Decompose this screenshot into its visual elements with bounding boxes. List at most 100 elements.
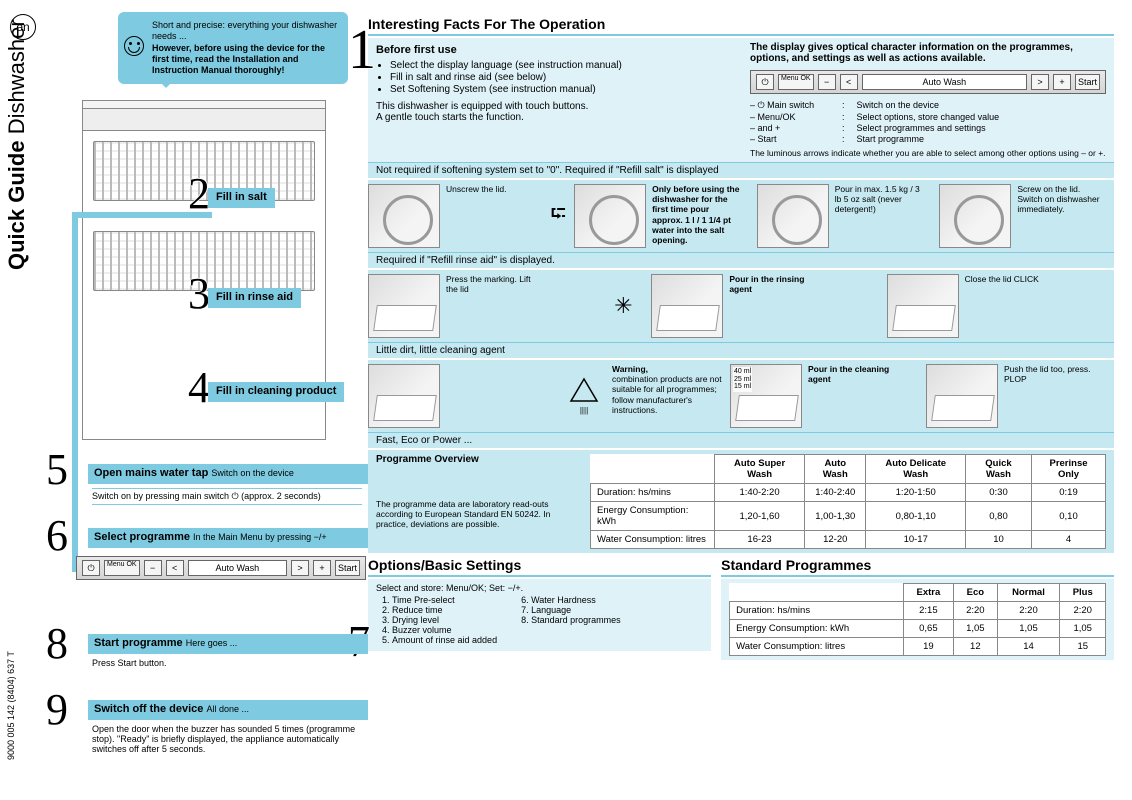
opt-title: Options/Basic Settings — [368, 557, 711, 577]
step-8-num: 8 — [46, 618, 68, 669]
step-6-num: 6 — [46, 510, 68, 561]
plus-button[interactable]: + — [1053, 74, 1071, 90]
std-title: Standard Programmes — [721, 557, 1114, 577]
thumb-unscrew — [368, 184, 440, 248]
menu-button[interactable]: Menu OK — [778, 74, 814, 90]
step-1-num: 1 — [348, 18, 376, 82]
step4-head: Little dirt, little cleaning agent — [368, 342, 1114, 358]
thumb-water — [574, 184, 646, 248]
cap: Only before using the dishwasher for the… — [652, 184, 742, 245]
minus-button[interactable]: − — [818, 74, 836, 90]
cap: Unscrew the lid. — [446, 184, 536, 194]
bullet: Select the display language (see instruc… — [390, 60, 732, 71]
prev-button[interactable]: < — [840, 74, 858, 90]
cap: Pour in max. 1.5 kg / 3 lb 5 oz salt (ne… — [835, 184, 925, 215]
display-intro: The display gives optical character info… — [750, 42, 1073, 64]
step-4-num: 4 — [188, 362, 210, 413]
thumb-close — [887, 274, 959, 338]
step-5-bar: Open mains water tap Switch on the devic… — [88, 464, 368, 484]
step-5-note: Switch on by pressing main switch ⏻ (app… — [92, 488, 362, 505]
col-head: Auto Super Wash — [715, 455, 805, 484]
display-text: Auto Wash — [188, 560, 287, 576]
step-9-num: 9 — [46, 684, 68, 735]
tip-bubble: Short and precise: everything your dishw… — [118, 12, 348, 84]
prev-button[interactable]: < — [166, 560, 184, 576]
step6-head: Fast, Eco or Power ... — [368, 432, 1114, 448]
bullet: Set Softening System (see instruction ma… — [390, 84, 732, 95]
step-3-label: Fill in rinse aid — [208, 288, 301, 308]
display-text: Auto Wash — [862, 74, 1027, 90]
step3-head: Required if "Refill rinse aid" is displa… — [368, 252, 1114, 268]
doc-code: 9000 005 142 (8404) 637 T — [6, 651, 16, 760]
opt-list-b: Water HardnessLanguageStandard programme… — [531, 595, 621, 645]
sparkle-icon: ✳ — [603, 293, 643, 319]
step-4-label: Fill in cleaning product — [208, 382, 344, 402]
sec1-title: Interesting Facts For The Operation — [368, 16, 1114, 36]
bullet: Fill in salt and rinse aid (see below) — [390, 72, 732, 83]
col-head: Auto Wash — [805, 455, 866, 484]
col-head: Quick Wash — [965, 455, 1031, 484]
thumb-measure: 40 ml 25 ml 15 ml — [730, 364, 802, 428]
sec1-bullets: Select the display language (see instruc… — [376, 60, 732, 95]
start-button[interactable]: Start — [1075, 74, 1100, 90]
cap: Push the lid too, press. PLOP — [1004, 364, 1094, 384]
cap: Screw on the lid. Switch on dishwasher i… — [1017, 184, 1107, 215]
step3-row: Press the marking. Lift the lid ✳ Pour i… — [368, 270, 1114, 342]
thumb-pour — [651, 274, 723, 338]
cap: Close the lid CLICK — [965, 274, 1055, 284]
step-3-num: 3 — [188, 268, 210, 319]
step-8-bar: Start programme Here goes ... — [88, 634, 368, 654]
minus-button[interactable]: − — [144, 560, 162, 576]
step-9-note: Open the door when the buzzer has sounde… — [92, 724, 362, 754]
control-strip-top: ⏻ Menu OK − < Auto Wash > + Start — [750, 70, 1106, 94]
page-root: en Quick Guide Dishwasher 9000 005 142 (… — [0, 0, 1132, 800]
thumb-screw — [939, 184, 1011, 248]
left-column: Short and precise: everything your dishw… — [28, 12, 362, 788]
step7-row: Options/Basic Settings Select and store:… — [368, 557, 1114, 660]
prog-overview: Programme Overview — [376, 454, 479, 465]
col-head: Auto Delicate Wash — [866, 455, 966, 484]
cap: Pour in the cleaning agent — [808, 364, 898, 384]
opt-sub: Select and store: Menu/OK; Set: −/+. — [376, 583, 703, 593]
power-button[interactable]: ⏻ — [756, 74, 774, 90]
legend: – ⏻ Main switch: Switch on the device – … — [750, 100, 1106, 144]
power-button[interactable]: ⏻ — [82, 560, 100, 576]
prog-disclaimer: The programme data are laboratory read-o… — [376, 499, 576, 529]
menu-button[interactable]: Menu OK — [104, 560, 140, 576]
step2-row: Unscrew the lid. ⮓ Only before using the… — [368, 180, 1114, 252]
step-6-bar: Select programme In the Main Menu by pre… — [88, 528, 368, 548]
sec1-sub: Before first use — [376, 44, 732, 56]
cap: Press the marking. Lift the lid — [446, 274, 536, 294]
thumb-salt — [757, 184, 829, 248]
arrow-icon: ⮓ — [551, 199, 566, 233]
step-9-bar: Switch off the device All done ... — [88, 700, 368, 720]
step-2-num: 2 — [188, 168, 210, 219]
tip-line2: However, before using the device for the… — [152, 43, 325, 76]
thumb-press — [368, 274, 440, 338]
warning-icon: |||| — [564, 377, 604, 415]
next-button[interactable]: > — [1031, 74, 1049, 90]
arrows-note: The luminous arrows indicate whether you… — [750, 148, 1106, 158]
next-button[interactable]: > — [291, 560, 309, 576]
step4-row: |||| Warning,combination products are no… — [368, 360, 1114, 432]
side-title: Quick Guide Dishwasher — [4, 19, 30, 270]
thumb-push — [926, 364, 998, 428]
control-strip-step6: ⏻ Menu OK − < Auto Wash > + Start — [76, 556, 366, 580]
step-8-note: Press Start button. — [92, 658, 362, 668]
step-2-label: Fill in salt — [208, 188, 275, 208]
section-1: Interesting Facts For The Operation Befo… — [368, 16, 1114, 162]
start-button[interactable]: Start — [335, 560, 360, 576]
touch-note: This dishwasher is equipped with touch b… — [376, 101, 732, 123]
step-5-num: 5 — [46, 444, 68, 495]
connector-line — [72, 212, 78, 572]
opt-list-a: Time Pre-selectReduce timeDrying levelBu… — [392, 595, 497, 645]
plus-button[interactable]: + — [313, 560, 331, 576]
standard-table: ExtraEcoNormalPlus Duration: hs/mins2:15… — [729, 583, 1106, 656]
right-column: Interesting Facts For The Operation Befo… — [368, 12, 1114, 788]
warn-text: Warning,combination products are not sui… — [612, 364, 722, 428]
programme-table: Auto Super Wash Auto Wash Auto Delicate … — [590, 454, 1106, 549]
thumb-open — [368, 364, 440, 428]
tip-line1: Short and precise: everything your dishw… — [152, 20, 338, 43]
step2-head: Not required if softening system set to … — [368, 162, 1114, 178]
step6-content: Programme Overview The programme data ar… — [368, 450, 1114, 553]
